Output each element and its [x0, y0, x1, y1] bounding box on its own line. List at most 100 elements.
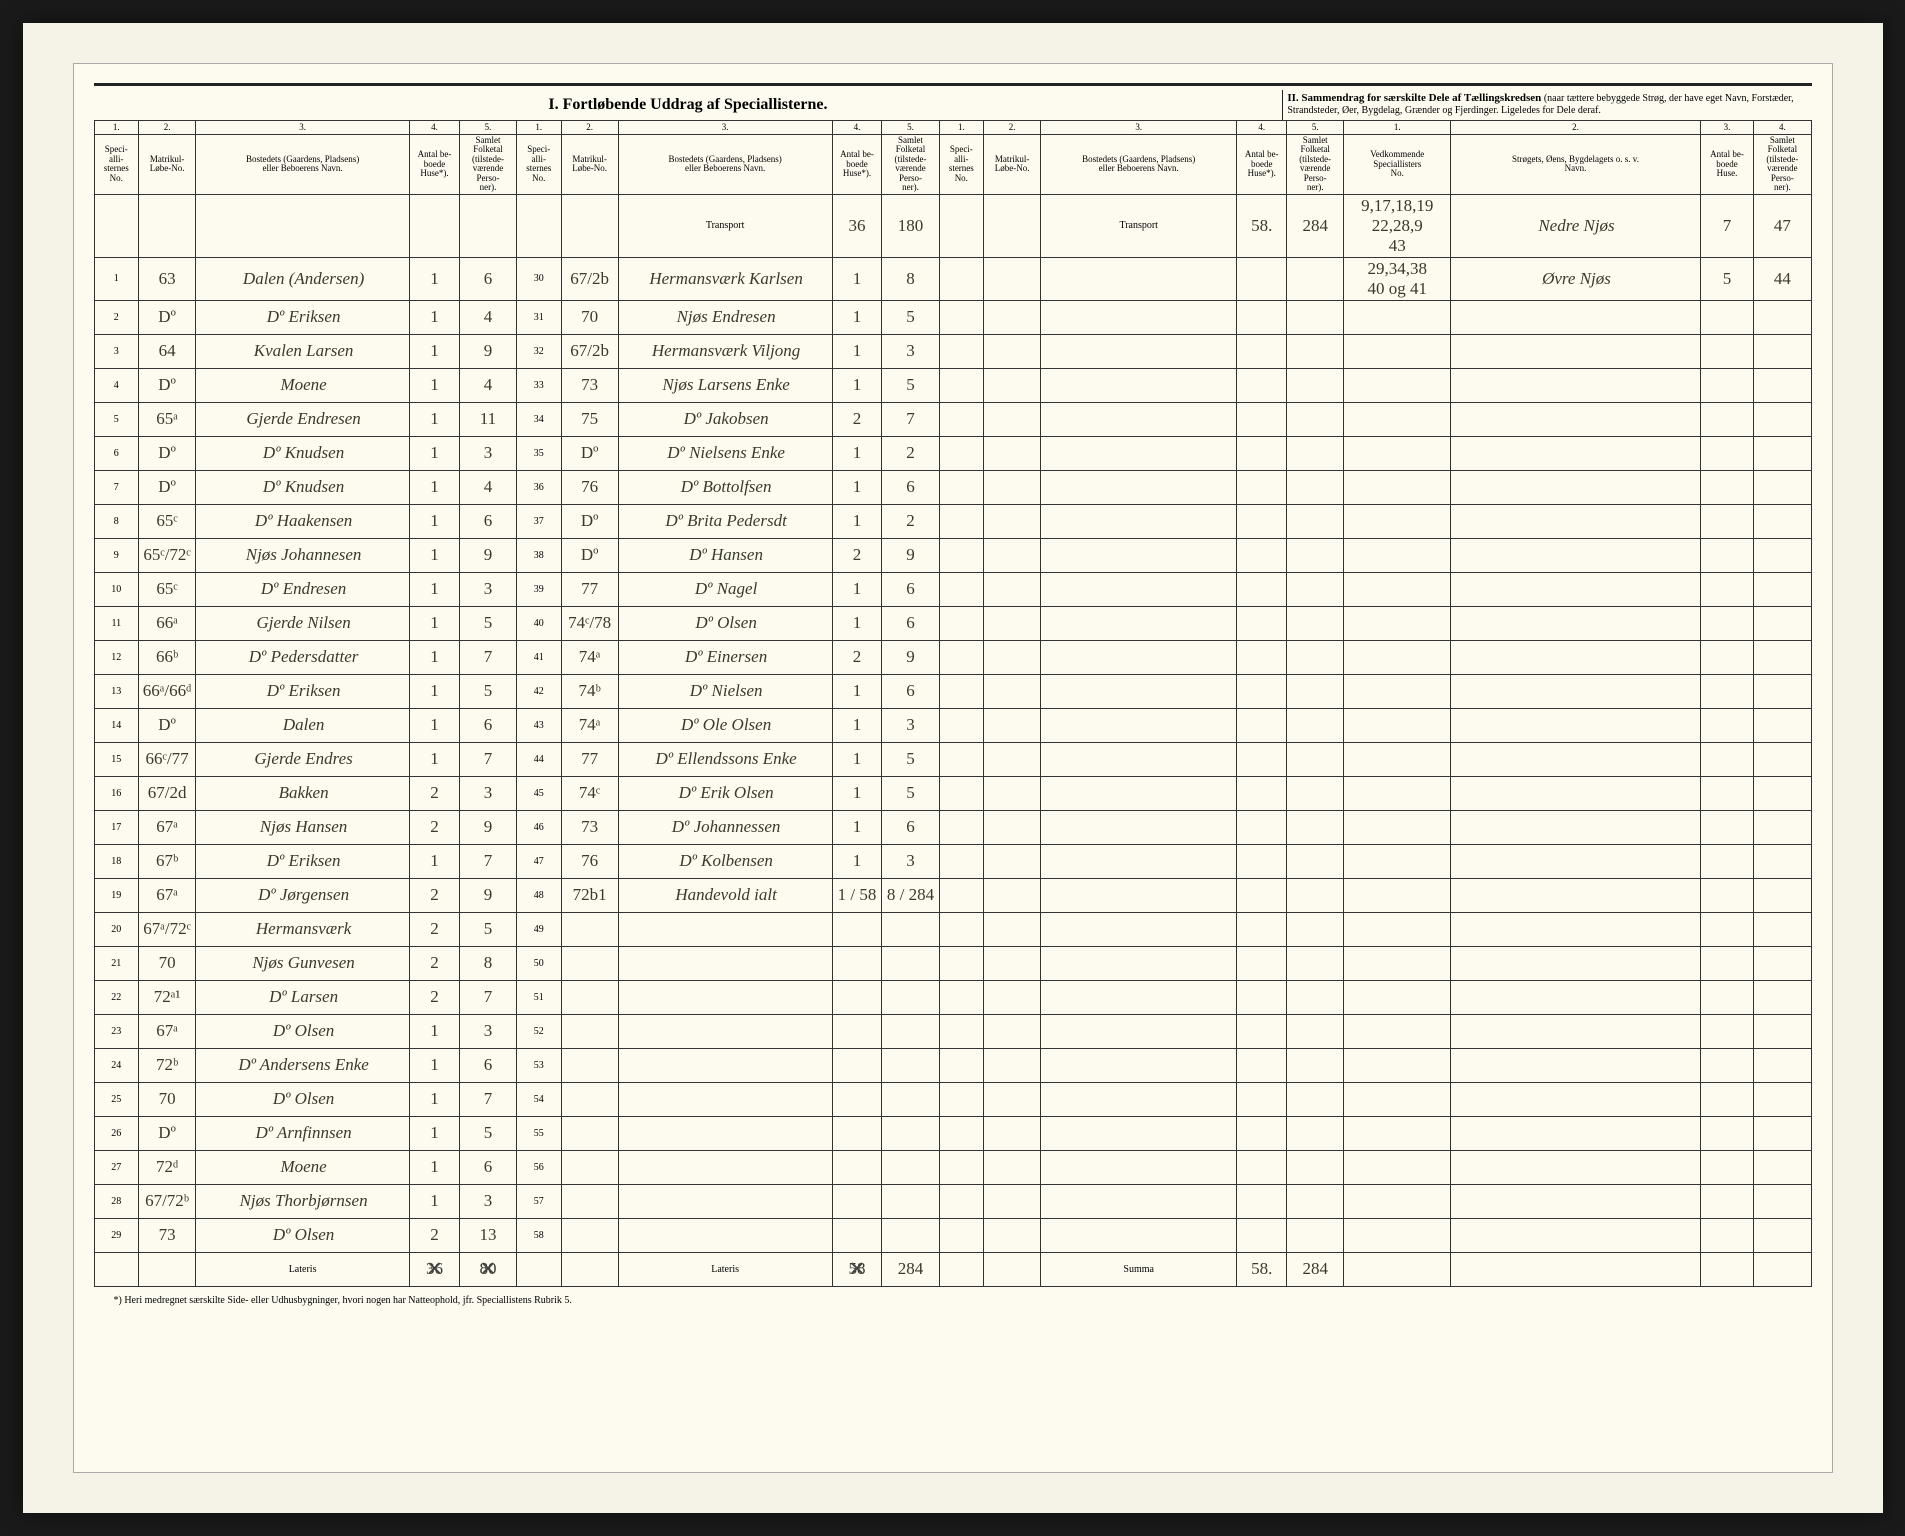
cell: 1 [832, 368, 882, 402]
col-num: 2. [1451, 121, 1701, 135]
cell: 7 [459, 844, 516, 878]
cell: 66ᵃ/66ᵈ [139, 674, 196, 708]
cell [984, 1116, 1041, 1150]
cell: 31 [517, 300, 562, 334]
table-row: 1266ᵇDº Pedersdatter174174ᵃDº Einersen29 [94, 640, 1811, 674]
cell: 18 [94, 844, 139, 878]
cell: Dº Olsen [196, 1218, 410, 1252]
cell [1287, 776, 1344, 810]
cell: 2 [410, 878, 460, 912]
cell: Dº Eriksen [196, 300, 410, 334]
cell: 1 [410, 640, 460, 674]
col-header: VedkommendeSpeciallistersNo. [1344, 135, 1451, 195]
cell [1237, 572, 1287, 606]
cell: 16 [94, 776, 139, 810]
cell: Lateris [196, 1252, 410, 1286]
cell [1287, 1014, 1344, 1048]
cell: 39 [517, 572, 562, 606]
col-num: 2. [139, 121, 196, 135]
cell [1041, 844, 1237, 878]
cell: 52 [517, 1014, 562, 1048]
cell [939, 844, 984, 878]
cell: Dº Knudsen [196, 470, 410, 504]
cell [1041, 810, 1237, 844]
footnote: *) Heri medregnet særskilte Side- eller … [94, 1295, 1812, 1306]
cell: 4 [94, 368, 139, 402]
cell [1451, 1252, 1701, 1286]
col-num: 3. [196, 121, 410, 135]
cell: 74ᵇ [561, 674, 618, 708]
cell [1237, 946, 1287, 980]
col-num: 4. [832, 121, 882, 135]
cell: 3 [459, 572, 516, 606]
cell [618, 912, 832, 946]
cell [1237, 674, 1287, 708]
cell: Dº [139, 470, 196, 504]
cell: Dº [561, 538, 618, 572]
cell [1451, 1116, 1701, 1150]
cell [1754, 470, 1811, 504]
cell: 74ᶜ/78 [561, 606, 618, 640]
cell: 72b1 [561, 878, 618, 912]
cell: 67/2d [139, 776, 196, 810]
cell: Dº Andersens Enke [196, 1048, 410, 1082]
cell [1041, 674, 1237, 708]
cell: Dº Jørgensen [196, 878, 410, 912]
cell: 33 [517, 368, 562, 402]
cell [1451, 742, 1701, 776]
cell [1451, 878, 1701, 912]
cell: 55 [517, 1116, 562, 1150]
cell: 5 [459, 674, 516, 708]
cell: 6 [882, 606, 939, 640]
cell [618, 1218, 832, 1252]
cell: 2 [94, 300, 139, 334]
cell [1754, 402, 1811, 436]
cell: 1 [94, 257, 139, 300]
cell [561, 1082, 618, 1116]
cell: 1 [410, 1116, 460, 1150]
cell [984, 257, 1041, 300]
cell: 6 [459, 708, 516, 742]
cell: 1 [410, 1184, 460, 1218]
cell: 77 [561, 572, 618, 606]
cell: Dº [139, 300, 196, 334]
cell: 3 [882, 334, 939, 368]
cell [1451, 946, 1701, 980]
cell [1700, 878, 1753, 912]
cell [1237, 436, 1287, 470]
cell [882, 946, 939, 980]
cell: 72ᵃ¹ [139, 980, 196, 1014]
cell [1041, 1048, 1237, 1082]
cell [984, 844, 1041, 878]
cell [139, 1252, 196, 1286]
cell [1287, 912, 1344, 946]
col-num: 1. [1344, 121, 1451, 135]
cell [1700, 300, 1753, 334]
cell [1754, 368, 1811, 402]
cell [939, 504, 984, 538]
cell [618, 946, 832, 980]
cell [1700, 1218, 1753, 1252]
cell: 66ᵃ [139, 606, 196, 640]
cell [939, 1150, 984, 1184]
col-header: SamletFolketal(tilstede-værendePerso-ner… [459, 135, 516, 195]
cell: 5 [459, 606, 516, 640]
cell [1344, 810, 1451, 844]
cell: 5 [459, 912, 516, 946]
cell [984, 776, 1041, 810]
cell [1041, 742, 1237, 776]
cell [984, 640, 1041, 674]
col-num: 4. [1754, 121, 1811, 135]
table-row: 163Dalen (Andersen)163067/2bHermansværk … [94, 257, 1811, 300]
cell: 1 [410, 1150, 460, 1184]
cell [1287, 1184, 1344, 1218]
cell: Dº Jakobsen [618, 402, 832, 436]
cell: 74ᶜ [561, 776, 618, 810]
cell: 27 [94, 1150, 139, 1184]
cell [1700, 1116, 1753, 1150]
table-row: 1767ᵃNjøs Hansen294673Dº Johannessen16 [94, 810, 1811, 844]
col-header: Antal be-boedeHuse. [1700, 135, 1753, 195]
cell: Dº Eriksen [196, 844, 410, 878]
cell: Dº Endresen [196, 572, 410, 606]
cell [984, 334, 1041, 368]
